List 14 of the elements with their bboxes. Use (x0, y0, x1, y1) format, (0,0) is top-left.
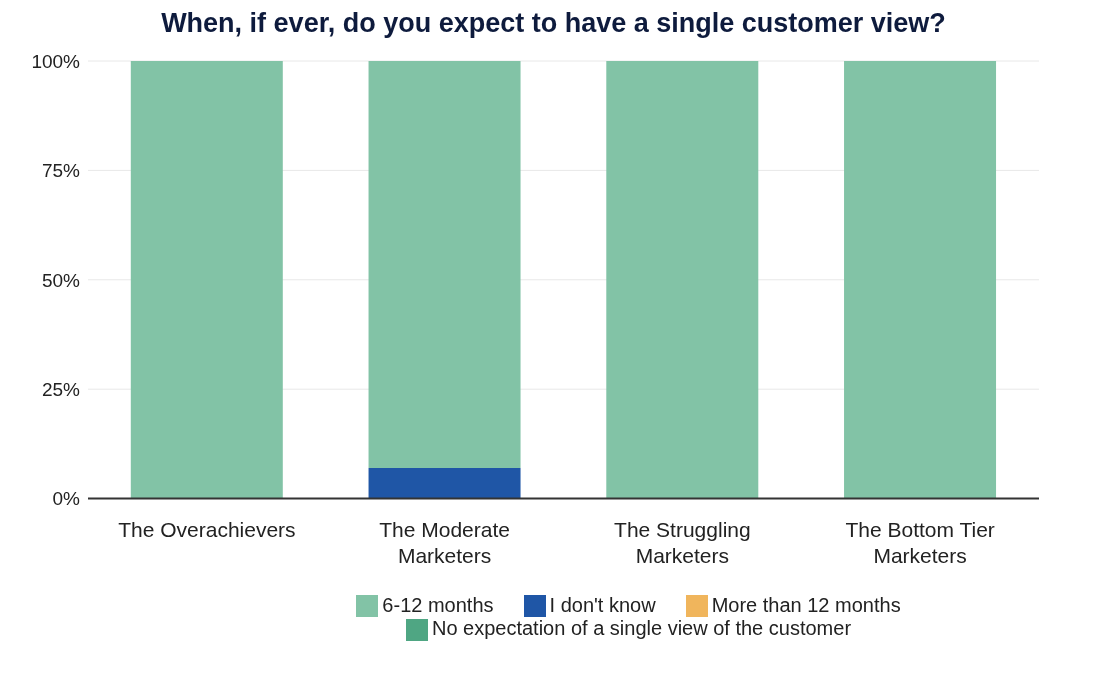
legend-label: More than 12 months (711, 593, 901, 616)
y-tick-label: 75% (41, 160, 81, 182)
x-tick-label: The Overachievers (118, 517, 296, 541)
y-tick-label: 50% (41, 269, 81, 291)
x-tick-label: The Struggling Marketers (614, 517, 751, 567)
legend-label: I don't know (549, 593, 656, 616)
y-tick-label: 0% (52, 488, 81, 510)
x-tick-label: The Moderate Marketers (379, 517, 510, 567)
chart-title: When, if ever, do you expect to have a single customer view? (160, 8, 947, 39)
legend-label: 6-12 months (382, 593, 494, 616)
y-tick-label: 25% (41, 378, 81, 400)
x-tick-label: The Bottom Tier Marketers (845, 517, 995, 567)
y-tick-label: 100% (31, 50, 81, 72)
legend-label: No expectation of a single view of the customer (431, 617, 852, 640)
